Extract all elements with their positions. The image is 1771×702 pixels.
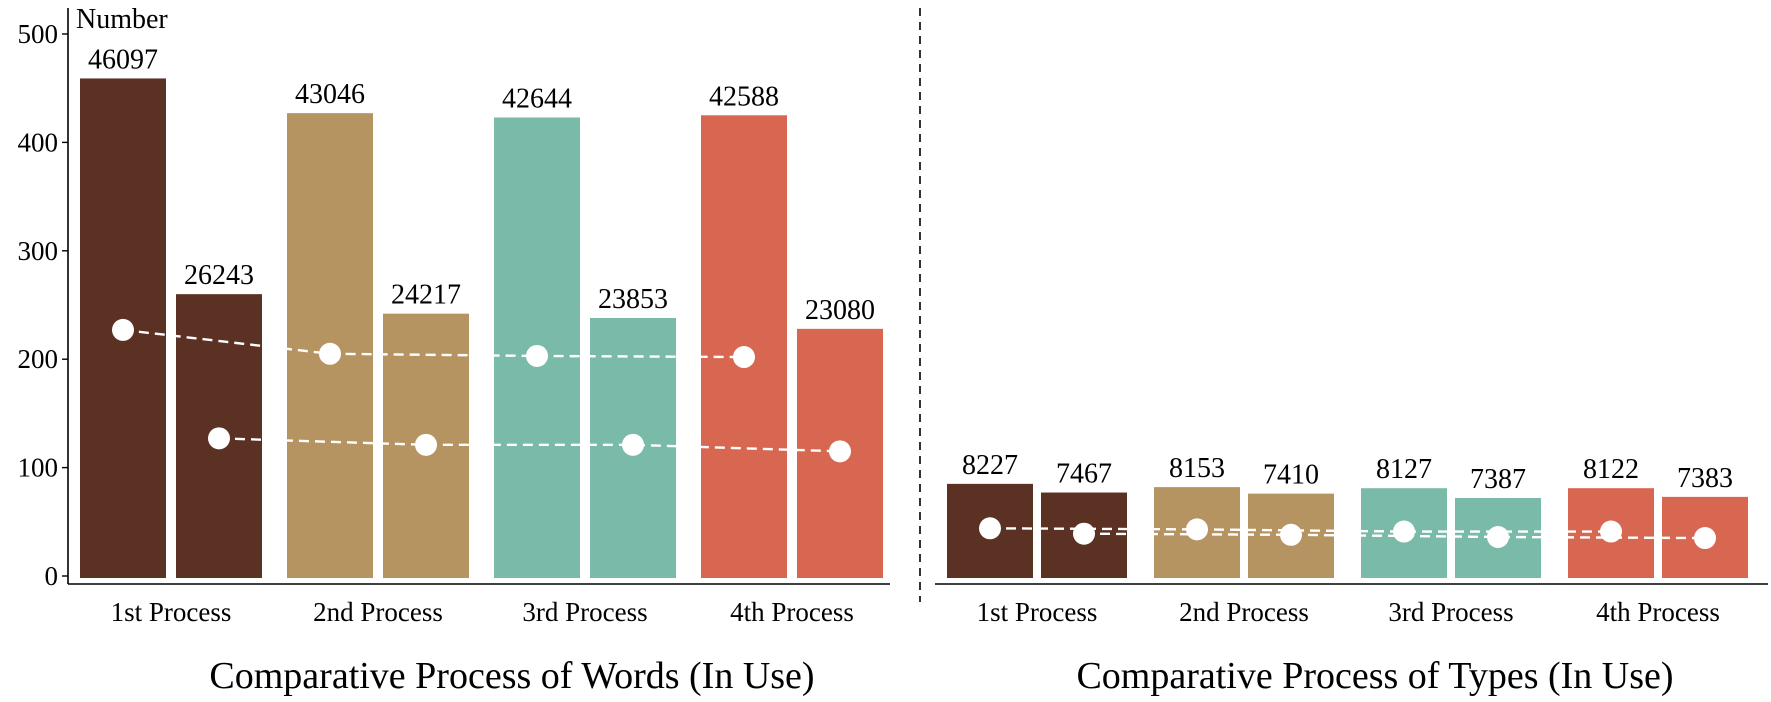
bar-value-label: 42588 — [709, 81, 779, 112]
bar-value-label: 7387 — [1470, 464, 1526, 495]
overlay-point — [1073, 522, 1095, 545]
x-category-label: 1st Process — [111, 597, 232, 627]
x-category-label: 2nd Process — [313, 597, 443, 627]
overlay-point — [1600, 520, 1622, 543]
x-category-label: 3rd Process — [522, 597, 647, 627]
overlay-dashed-line — [122, 328, 745, 359]
overlay-point — [208, 427, 230, 450]
x-category-label: 4th Process — [730, 597, 854, 627]
overlay-point — [415, 433, 437, 456]
overlay-dashed-line — [218, 437, 841, 453]
y-axis-label: Number — [76, 4, 168, 35]
types-panel: 8227 7467 1st Process 8153 7410 2nd Process 81… — [935, 450, 1768, 697]
y-tick-label: 200 — [18, 344, 59, 374]
bar-value-label: 23080 — [805, 295, 875, 326]
bar-value-label: 23853 — [598, 284, 668, 315]
overlay-point — [112, 318, 134, 341]
y-tick-label: 0 — [45, 561, 59, 591]
x-category-label: 3rd Process — [1388, 597, 1513, 627]
bar-value-label: 8122 — [1583, 454, 1639, 485]
overlay-dashed-line — [1083, 532, 1706, 540]
overlay-point — [733, 346, 755, 369]
overlay-point — [1280, 523, 1302, 546]
y-tick-label: 400 — [18, 127, 59, 157]
bar-value-label: 7383 — [1677, 463, 1733, 494]
x-category-label: 1st Process — [977, 597, 1098, 627]
chart-title: Comparative Process of Words (In Use) — [209, 655, 814, 697]
bar-value-label: 46097 — [88, 44, 158, 75]
overlay-point — [1186, 518, 1208, 541]
bar-value-label: 7467 — [1056, 459, 1112, 490]
overlay-point — [319, 342, 341, 365]
overlay-point — [829, 440, 851, 463]
overlay-point — [526, 344, 548, 367]
y-tick-label: 100 — [18, 453, 59, 483]
x-category-label: 2nd Process — [1179, 597, 1309, 627]
bar-value-label: 8227 — [962, 450, 1018, 481]
overlay-point — [1694, 527, 1716, 550]
words-panel: 0 100 200 300 400 500 Number 46097 26243 1st Proc… — [18, 4, 890, 697]
bar-value-label: 26243 — [184, 260, 254, 291]
bar-value-label: 24217 — [391, 280, 461, 311]
overlay-point — [1487, 525, 1509, 548]
chart-title: Comparative Process of Types (In Use) — [1076, 655, 1673, 697]
bar-value-label: 8153 — [1169, 453, 1225, 484]
overlay-point — [979, 517, 1001, 540]
bar-value-label: 42644 — [502, 83, 572, 114]
bar-value-label: 43046 — [295, 79, 365, 110]
bar-value-label: 7410 — [1263, 460, 1319, 491]
overlay-point — [1393, 520, 1415, 543]
y-tick-label: 300 — [18, 236, 59, 266]
bar-value-label: 8127 — [1376, 454, 1432, 485]
x-category-label: 4th Process — [1596, 597, 1720, 627]
overlay-point — [622, 433, 644, 456]
y-tick-label: 500 — [18, 19, 59, 49]
